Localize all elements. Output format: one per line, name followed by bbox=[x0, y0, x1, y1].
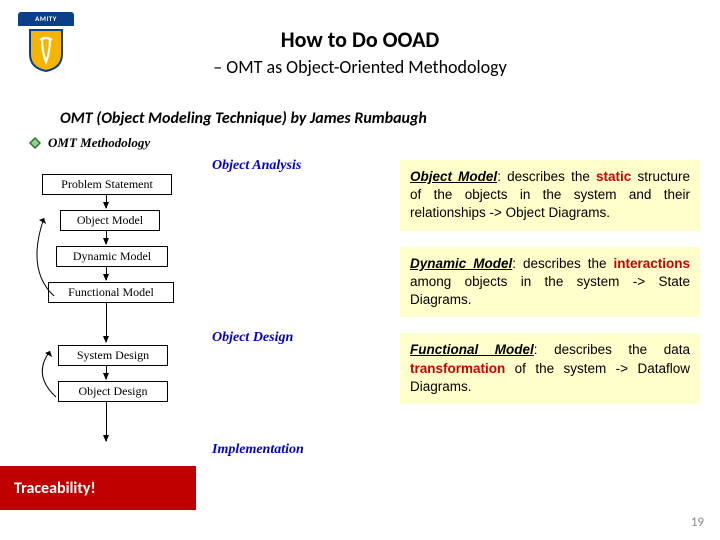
model-descriptions: Object Model: describes the static struc… bbox=[400, 160, 700, 420]
omt-diagram: Object Analysis Problem Statement Object… bbox=[12, 160, 322, 500]
box-dynamic-model: Dynamic Model bbox=[56, 246, 168, 267]
arrow-icon bbox=[106, 266, 107, 280]
arrow-icon bbox=[106, 365, 107, 379]
arrow-icon bbox=[106, 401, 107, 441]
desc-text: : describes the bbox=[512, 256, 613, 271]
author-line: OMT (Object Modeling Technique) by James… bbox=[60, 109, 427, 128]
desc-text: : describes the bbox=[497, 169, 596, 184]
arrow-icon bbox=[106, 194, 107, 208]
page-subtitle: – OMT as Object-Oriented Methodology bbox=[0, 56, 720, 78]
model-name: Functional Model bbox=[410, 342, 534, 357]
traceability-text: Traceability! bbox=[14, 479, 96, 498]
page-number: 19 bbox=[691, 515, 704, 530]
feedback-arc-icon bbox=[28, 345, 64, 401]
section-implementation: Implementation bbox=[212, 442, 304, 458]
section-analysis: Object Analysis bbox=[212, 158, 301, 174]
page-title: How to Do OOAD bbox=[0, 26, 720, 53]
section-design: Object Design bbox=[212, 330, 293, 346]
box-problem-statement: Problem Statement bbox=[42, 174, 172, 195]
highlight-text: interactions bbox=[613, 256, 690, 271]
box-object-design: Object Design bbox=[58, 381, 168, 402]
desc-functional-model: Functional Model: describes the data tra… bbox=[400, 333, 700, 404]
arrow-icon bbox=[106, 230, 107, 244]
box-functional-model: Functional Model bbox=[48, 282, 174, 303]
methodology-text: OMT Methodology bbox=[48, 135, 150, 151]
feedback-arc-icon bbox=[24, 210, 60, 300]
desc-dynamic-model: Dynamic Model: describes the interaction… bbox=[400, 247, 700, 318]
box-system-design: System Design bbox=[58, 345, 168, 366]
arrow-icon bbox=[106, 302, 107, 342]
model-name: Object Model bbox=[410, 169, 497, 184]
desc-object-model: Object Model: describes the static struc… bbox=[400, 160, 700, 231]
box-object-model: Object Model bbox=[60, 210, 160, 231]
desc-text: among objects in the system -> State Dia… bbox=[410, 274, 690, 307]
bullet-icon bbox=[28, 136, 42, 150]
model-name: Dynamic Model bbox=[410, 256, 512, 271]
logo-text: AMITY bbox=[18, 12, 74, 26]
highlight-text: static bbox=[596, 169, 631, 184]
traceability-badge: Traceability! bbox=[0, 466, 196, 510]
desc-text: : describes the data bbox=[534, 342, 690, 357]
highlight-text: transformation bbox=[410, 361, 505, 376]
methodology-label: OMT Methodology bbox=[28, 135, 150, 151]
